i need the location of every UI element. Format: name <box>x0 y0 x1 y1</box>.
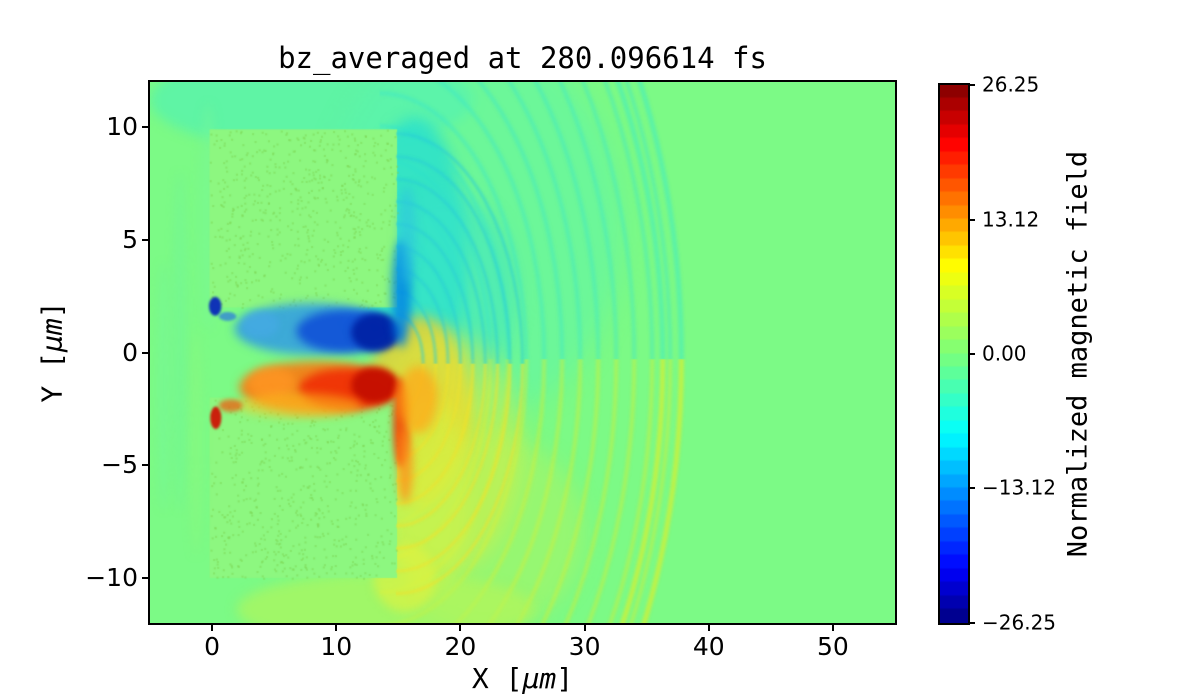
x-tick-mark <box>211 623 214 631</box>
colorbar-tick-label: 13.12 <box>982 207 1040 232</box>
y-tick-mark <box>142 464 150 467</box>
x-tick-mark <box>831 623 834 631</box>
x-axis-label-suffix: ] <box>556 662 574 695</box>
x-axis-label: X [μm] <box>150 662 895 695</box>
x-tick-mark <box>459 623 462 631</box>
x-tick-label: 20 <box>444 632 477 661</box>
y-axis-label-suffix: ] <box>35 301 69 319</box>
colorbar-tick-label: 0.00 <box>982 341 1027 366</box>
plot-title: bz_averaged at 280.096614 fs <box>278 41 767 75</box>
y-axis-label-prefix: Y [ <box>35 352 69 403</box>
colorbar-tick-mark <box>968 353 975 355</box>
x-axis-unit: μm <box>522 662 557 695</box>
x-tick-mark <box>583 623 586 631</box>
colorbar-tick-mark <box>968 622 975 624</box>
colorbar-tick-label: −13.12 <box>982 475 1057 500</box>
colorbar-tick-mark <box>968 84 975 86</box>
y-tick-mark <box>142 576 150 579</box>
y-tick-label: 5 <box>122 224 138 254</box>
y-axis-label: Y [μm] <box>36 301 69 402</box>
y-tick-label: 10 <box>106 112 138 142</box>
y-tick-mark <box>142 126 150 129</box>
x-tick-label: 50 <box>817 632 849 661</box>
x-tick-mark <box>707 623 710 631</box>
colorbar-tick-label: −26.25 <box>982 610 1057 635</box>
y-tick-mark <box>142 351 150 354</box>
colorbar-tick-mark <box>968 218 975 221</box>
y-tick-label: 0 <box>122 337 138 367</box>
y-tick-label: −10 <box>85 562 138 592</box>
x-tick-label: 10 <box>320 632 353 661</box>
colorbar-canvas <box>940 85 968 623</box>
x-tick-label: 0 <box>204 632 221 661</box>
heatmap-canvas <box>150 82 895 623</box>
colorbar-tick-label: 26.25 <box>982 72 1040 97</box>
colorbar-tick-mark <box>968 487 975 490</box>
y-tick-mark <box>142 238 150 241</box>
x-axis-label-prefix: X [ <box>471 662 523 695</box>
x-tick-mark <box>335 623 338 631</box>
y-axis-unit: μm <box>35 318 69 352</box>
colorbar-label: Normalized magnetic field <box>1062 150 1094 558</box>
y-tick-label: −5 <box>101 450 138 480</box>
x-tick-label: 30 <box>568 632 601 661</box>
x-tick-label: 40 <box>692 632 725 661</box>
